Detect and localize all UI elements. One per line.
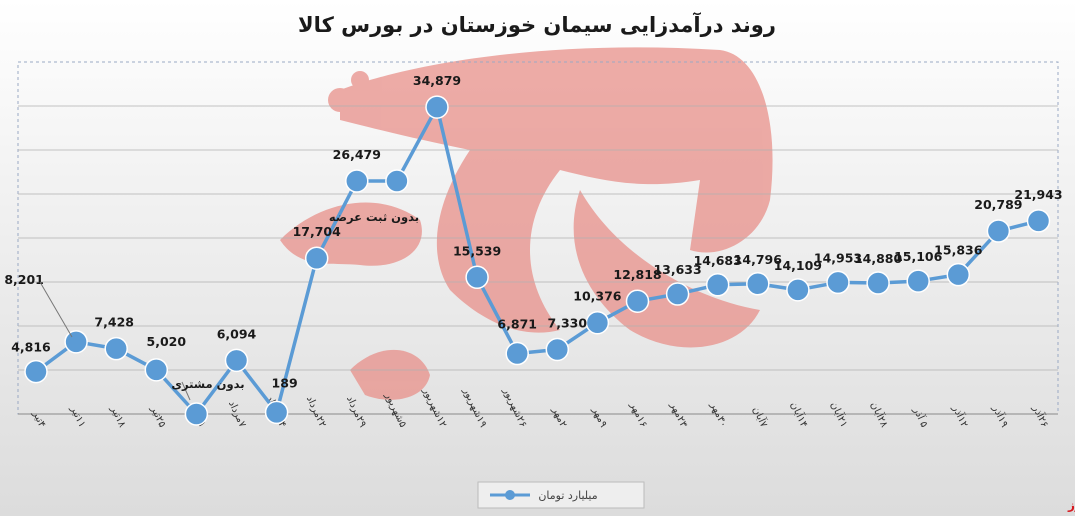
- data-point: [705, 273, 730, 297]
- data-label: 10,376: [573, 289, 622, 304]
- annotation-no-customer: بدون مشتری: [171, 377, 245, 401]
- data-point: [746, 272, 770, 296]
- x-tick-label: ۲۵تیر: [148, 404, 168, 430]
- data-point: [465, 265, 489, 290]
- data-point: [425, 95, 449, 119]
- data-label: 12,818: [613, 267, 661, 282]
- data-point: [906, 269, 930, 293]
- x-axis: ۴تیر۱۱تیر۱۸تیر۲۵تیر۳۱تیر۷مرداد۱۴مرداد۲۲م…: [30, 386, 1052, 430]
- data-label: 8,201: [4, 272, 44, 287]
- data-point: [625, 289, 650, 313]
- data-point: [304, 246, 329, 270]
- data-point: [264, 400, 289, 425]
- x-tick-label: ۱۹شهریور: [460, 386, 488, 430]
- x-tick-label: ۷مرداد: [226, 399, 248, 430]
- svg-text:بدون ثبت عرضه: بدون ثبت عرضه: [329, 210, 419, 225]
- data-point: [946, 262, 971, 287]
- x-tick-label: ۴تیر: [30, 409, 47, 430]
- x-tick-label: ۲۲مرداد: [304, 394, 328, 429]
- x-tick-label: ۱۸تیر: [108, 404, 128, 430]
- data-point: [545, 337, 570, 362]
- svg-text:بدون مشتری: بدون مشتری: [171, 377, 244, 392]
- x-tick-label: ۷آبان: [750, 404, 771, 429]
- x-tick-label: ۱۶مهر: [627, 400, 648, 429]
- data-label: 14,880: [854, 251, 903, 266]
- data-label: 7,428: [94, 315, 134, 330]
- x-tick-label: ۳۰مهر: [707, 400, 728, 429]
- data-point: [64, 330, 88, 354]
- data-point: [144, 358, 169, 382]
- data-label: 5,020: [147, 334, 187, 349]
- watermark-logo: [280, 47, 773, 400]
- data-label: 7,330: [548, 315, 588, 330]
- x-tick-label: ۱۲آذر: [950, 402, 972, 429]
- data-point: [104, 336, 128, 361]
- x-tick-label: ۲۹مرداد: [344, 394, 368, 429]
- data-label: 14,796: [734, 252, 783, 267]
- data-point: [585, 310, 610, 335]
- leader-line: [39, 281, 73, 338]
- brand-label: بورس نیوز: [1067, 498, 1075, 513]
- x-tick-label: ۱۱تیر: [68, 404, 88, 430]
- data-label: 17,704: [293, 224, 342, 239]
- x-tick-label: ۹مهر: [589, 405, 608, 429]
- x-tick-label: ۲مهر: [549, 405, 568, 429]
- data-label: 6,094: [217, 326, 257, 341]
- data-point: [24, 359, 48, 384]
- data-label: 20,789: [974, 197, 1022, 212]
- data-point: [184, 402, 209, 426]
- x-tick-label: ۲۶آذر: [1030, 402, 1052, 429]
- data-point: [866, 271, 890, 295]
- x-tick-label: ۵ آذر: [910, 404, 931, 429]
- data-label: 4,816: [11, 340, 51, 355]
- annotation-no-offer: بدون ثبت عرضه: [329, 210, 419, 225]
- data-label: 26,479: [333, 147, 381, 162]
- data-label: 189: [272, 375, 298, 390]
- data-point: [665, 282, 690, 306]
- legend-label: میلیارد تومان: [538, 489, 597, 502]
- x-tick-label: ۱۹آذر: [990, 402, 1012, 429]
- data-point: [1026, 209, 1051, 233]
- legend: میلیارد تومان: [477, 481, 645, 509]
- data-point: [786, 278, 810, 302]
- data-label: 15,836: [934, 243, 983, 258]
- x-tick-label: ۱۲شهریور: [420, 386, 448, 430]
- data-label: 15,106: [894, 249, 943, 264]
- data-label: 34,879: [413, 73, 461, 88]
- data-label: 15,539: [453, 243, 501, 258]
- x-tick-label: ۲۳مهر: [667, 400, 689, 430]
- data-point: [385, 169, 409, 193]
- data-point: [826, 270, 850, 295]
- chart-title: روند درآمدزایی سیمان خوزستان در بورس کال…: [298, 12, 776, 37]
- data-point: [345, 169, 369, 193]
- data-labels: 4,816 8,201 7,428 5,020 6,094 189 17,704 26,479…: [4, 73, 1062, 390]
- x-tick-label: ۲۸آبان: [868, 400, 891, 430]
- data-point: [505, 341, 529, 366]
- data-label: 14,683: [694, 253, 742, 268]
- data-label: 6,871: [497, 317, 537, 332]
- data-label: 14,109: [774, 258, 822, 273]
- data-label: 21,943: [1014, 187, 1062, 202]
- data-point: [224, 348, 249, 373]
- data-label: 13,633: [653, 262, 701, 277]
- data-point: [986, 219, 1011, 243]
- x-tick-label: ۲۶شهریور: [500, 386, 528, 430]
- data-label: 14,953: [814, 250, 862, 265]
- series-line: [24, 95, 1051, 426]
